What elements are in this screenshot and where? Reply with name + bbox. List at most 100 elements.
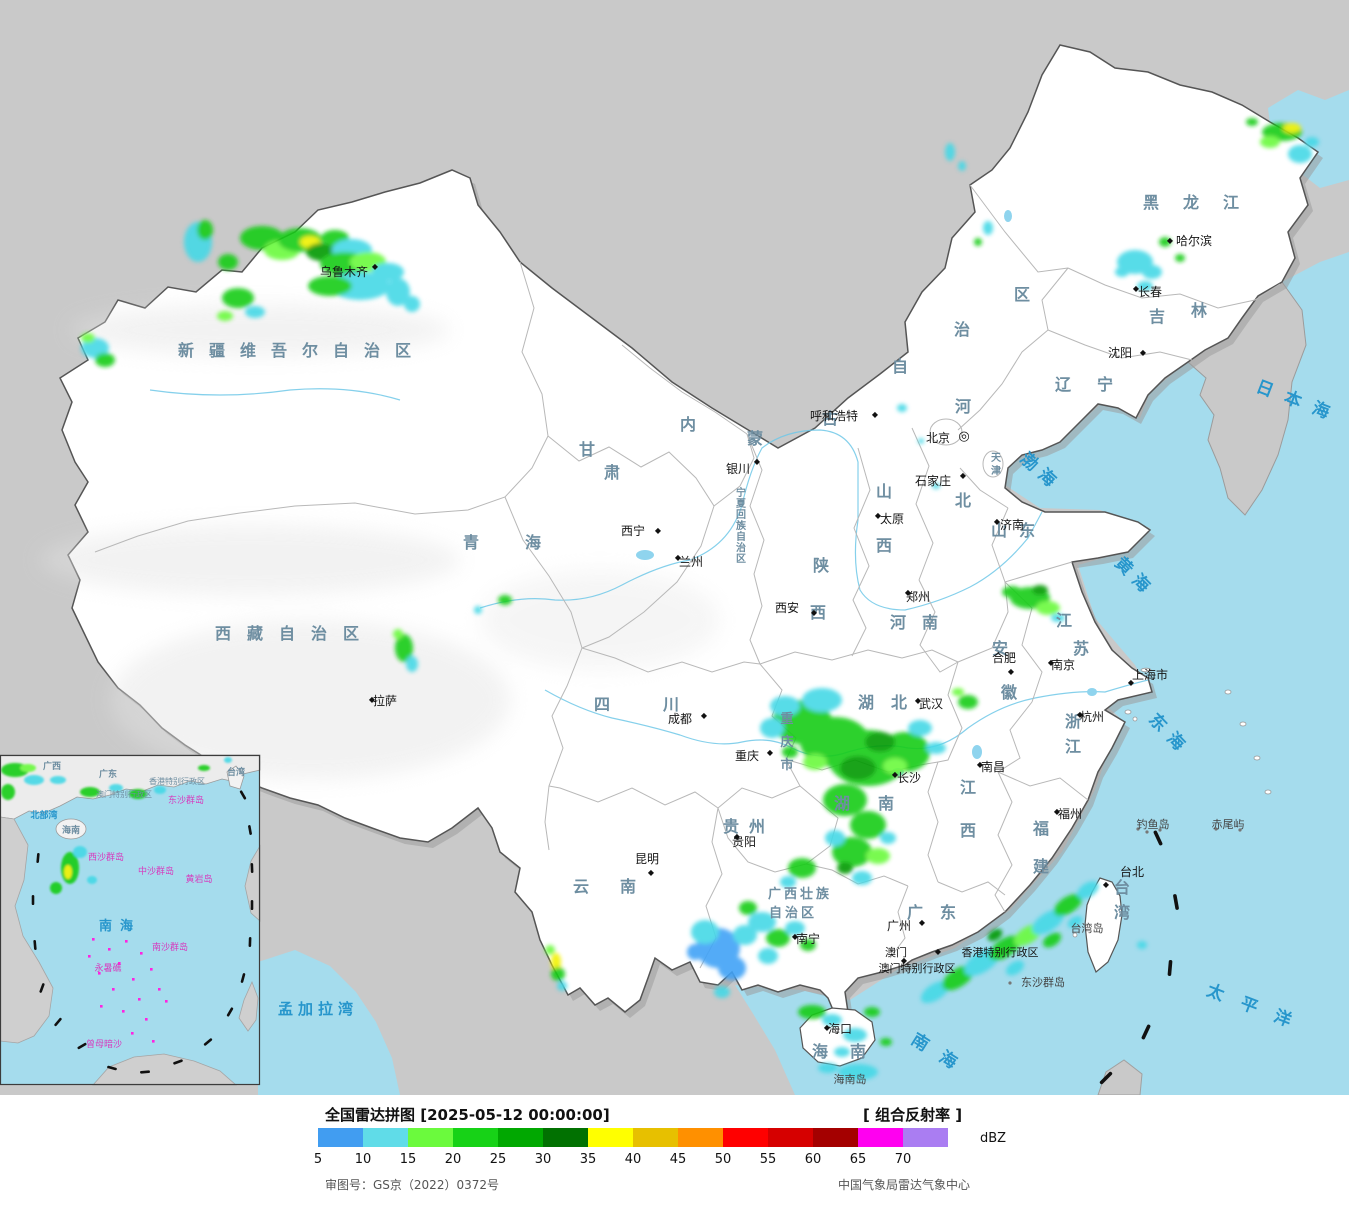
radar-echo	[557, 981, 567, 991]
province-label: 四川	[594, 695, 732, 714]
boundary-dash	[248, 825, 252, 835]
city-label: 合肥	[992, 650, 1016, 665]
city-marker-icon: ◆	[701, 711, 708, 720]
province-label: 浙江	[1065, 712, 1081, 756]
radar-echo	[920, 981, 950, 1003]
city-label: 海口	[828, 1021, 852, 1036]
radar-echo	[81, 333, 95, 343]
inset-radar-echo-layer	[1, 757, 232, 894]
boundary-dash	[33, 940, 37, 950]
radar-echo	[1159, 237, 1171, 247]
radar-echo	[1002, 586, 1022, 598]
city-label: 石家庄	[915, 473, 951, 488]
radar-echo	[714, 986, 730, 998]
city-marker-icon: ◆	[734, 832, 741, 841]
boundary-dash	[36, 853, 40, 863]
city-label: 贵阳	[732, 835, 756, 849]
province-label: 青海	[463, 533, 587, 552]
radar-echo-layer	[81, 118, 1319, 1080]
terrain-shading	[40, 304, 720, 780]
radar-echo	[838, 1064, 878, 1080]
radar-echo	[395, 634, 413, 662]
radar-echo	[880, 832, 896, 844]
radar-echo	[1053, 894, 1083, 916]
province-label: 自治区	[769, 905, 817, 921]
province-label: 贵州	[723, 817, 775, 836]
radar-echo	[545, 945, 555, 955]
boundary-dash	[173, 1059, 183, 1065]
city-marker-icon: ◆	[960, 471, 967, 480]
city-marker-icon: ◆	[994, 517, 1001, 526]
radar-echo	[760, 718, 784, 738]
province-label: 江	[1056, 611, 1072, 630]
city-label: 西宁	[621, 523, 645, 538]
city-marker-icon: ◆	[648, 868, 655, 877]
inset-island-mark	[112, 988, 115, 991]
province-label: 湖北	[858, 693, 924, 712]
inset-nine-dash-line	[31, 790, 254, 1074]
province-label: 古	[822, 409, 838, 428]
inset-label: 广西	[43, 760, 61, 772]
radar-echo	[1032, 909, 1064, 935]
province-label: 治	[954, 320, 970, 339]
boundary-dash	[1141, 1024, 1151, 1040]
legend-color-cell	[318, 1128, 363, 1147]
city-label: 北京	[926, 431, 950, 445]
legend-panel: 全国雷达拼图 [2025-05-12 00:00:00] [ 组合反射率 ] d…	[0, 1095, 1349, 1208]
inset-label: 澳门特别行政区	[96, 789, 152, 799]
city-marker-icon: ◆	[369, 695, 376, 704]
inset-island-mark	[158, 988, 161, 991]
city-marker-icon: ◆	[1077, 710, 1084, 719]
city-label: ◎	[958, 429, 969, 444]
province-label: 福建	[1032, 819, 1049, 876]
province-label: 甘	[579, 440, 595, 459]
radar-echo	[1067, 915, 1083, 929]
inset-palawan	[238, 980, 259, 1032]
radar-echo	[474, 606, 482, 614]
radar-echo	[308, 276, 352, 296]
city-marker-icon: ◆	[1103, 880, 1110, 889]
radar-echo	[406, 656, 418, 672]
city-marker-icon: ◆	[1048, 658, 1055, 667]
province-label: 山	[876, 482, 892, 501]
province-label: 江	[960, 778, 976, 797]
city-label: 呼和浩特	[810, 408, 858, 423]
radar-echo	[823, 784, 867, 816]
radar-echo	[393, 629, 403, 639]
city-marker-icon: ◆	[1167, 236, 1174, 245]
radar-echo	[788, 858, 816, 878]
legend-tick: 35	[579, 1152, 597, 1167]
city-label: 台北	[1120, 864, 1144, 879]
radar-echo	[1005, 960, 1025, 976]
radar-echo	[24, 775, 44, 785]
radar-echo	[952, 688, 964, 696]
boundary-dash	[31, 895, 35, 905]
province-label: 西	[810, 603, 826, 622]
radar-echo	[1, 784, 15, 800]
legend-colorbar	[318, 1128, 948, 1147]
legend-color-cell	[543, 1128, 588, 1147]
city-label: 郑州	[906, 589, 930, 604]
credit-label: 中国气象局雷达气象中心	[838, 1178, 971, 1192]
island-label: 海南岛	[834, 1072, 867, 1086]
island-label: 赤尾屿	[1212, 818, 1245, 831]
inset-label: 广东	[99, 768, 117, 780]
province-label: 台湾	[1114, 878, 1130, 922]
radar-echo	[1175, 254, 1185, 262]
city-marker-icon: ◆	[1140, 348, 1147, 357]
radar-echo	[825, 830, 845, 846]
city-marker-icon: ◆	[905, 588, 912, 597]
city-marker-icon: ◆	[1008, 667, 1015, 676]
island-label: 台湾岛	[1071, 921, 1104, 935]
radar-echo	[1142, 265, 1162, 279]
province-label: 西藏自治区	[215, 624, 375, 643]
province-label: 黑龙江	[1143, 193, 1263, 212]
legend-tick: 50	[714, 1152, 732, 1167]
legend-unit-label: dBZ	[980, 1131, 1007, 1146]
inset-island-mark	[145, 1018, 148, 1021]
legend-tick: 65	[849, 1152, 867, 1167]
province-label: 区	[1014, 285, 1030, 304]
radar-echo	[109, 784, 123, 792]
inset-island-mark	[118, 962, 121, 965]
